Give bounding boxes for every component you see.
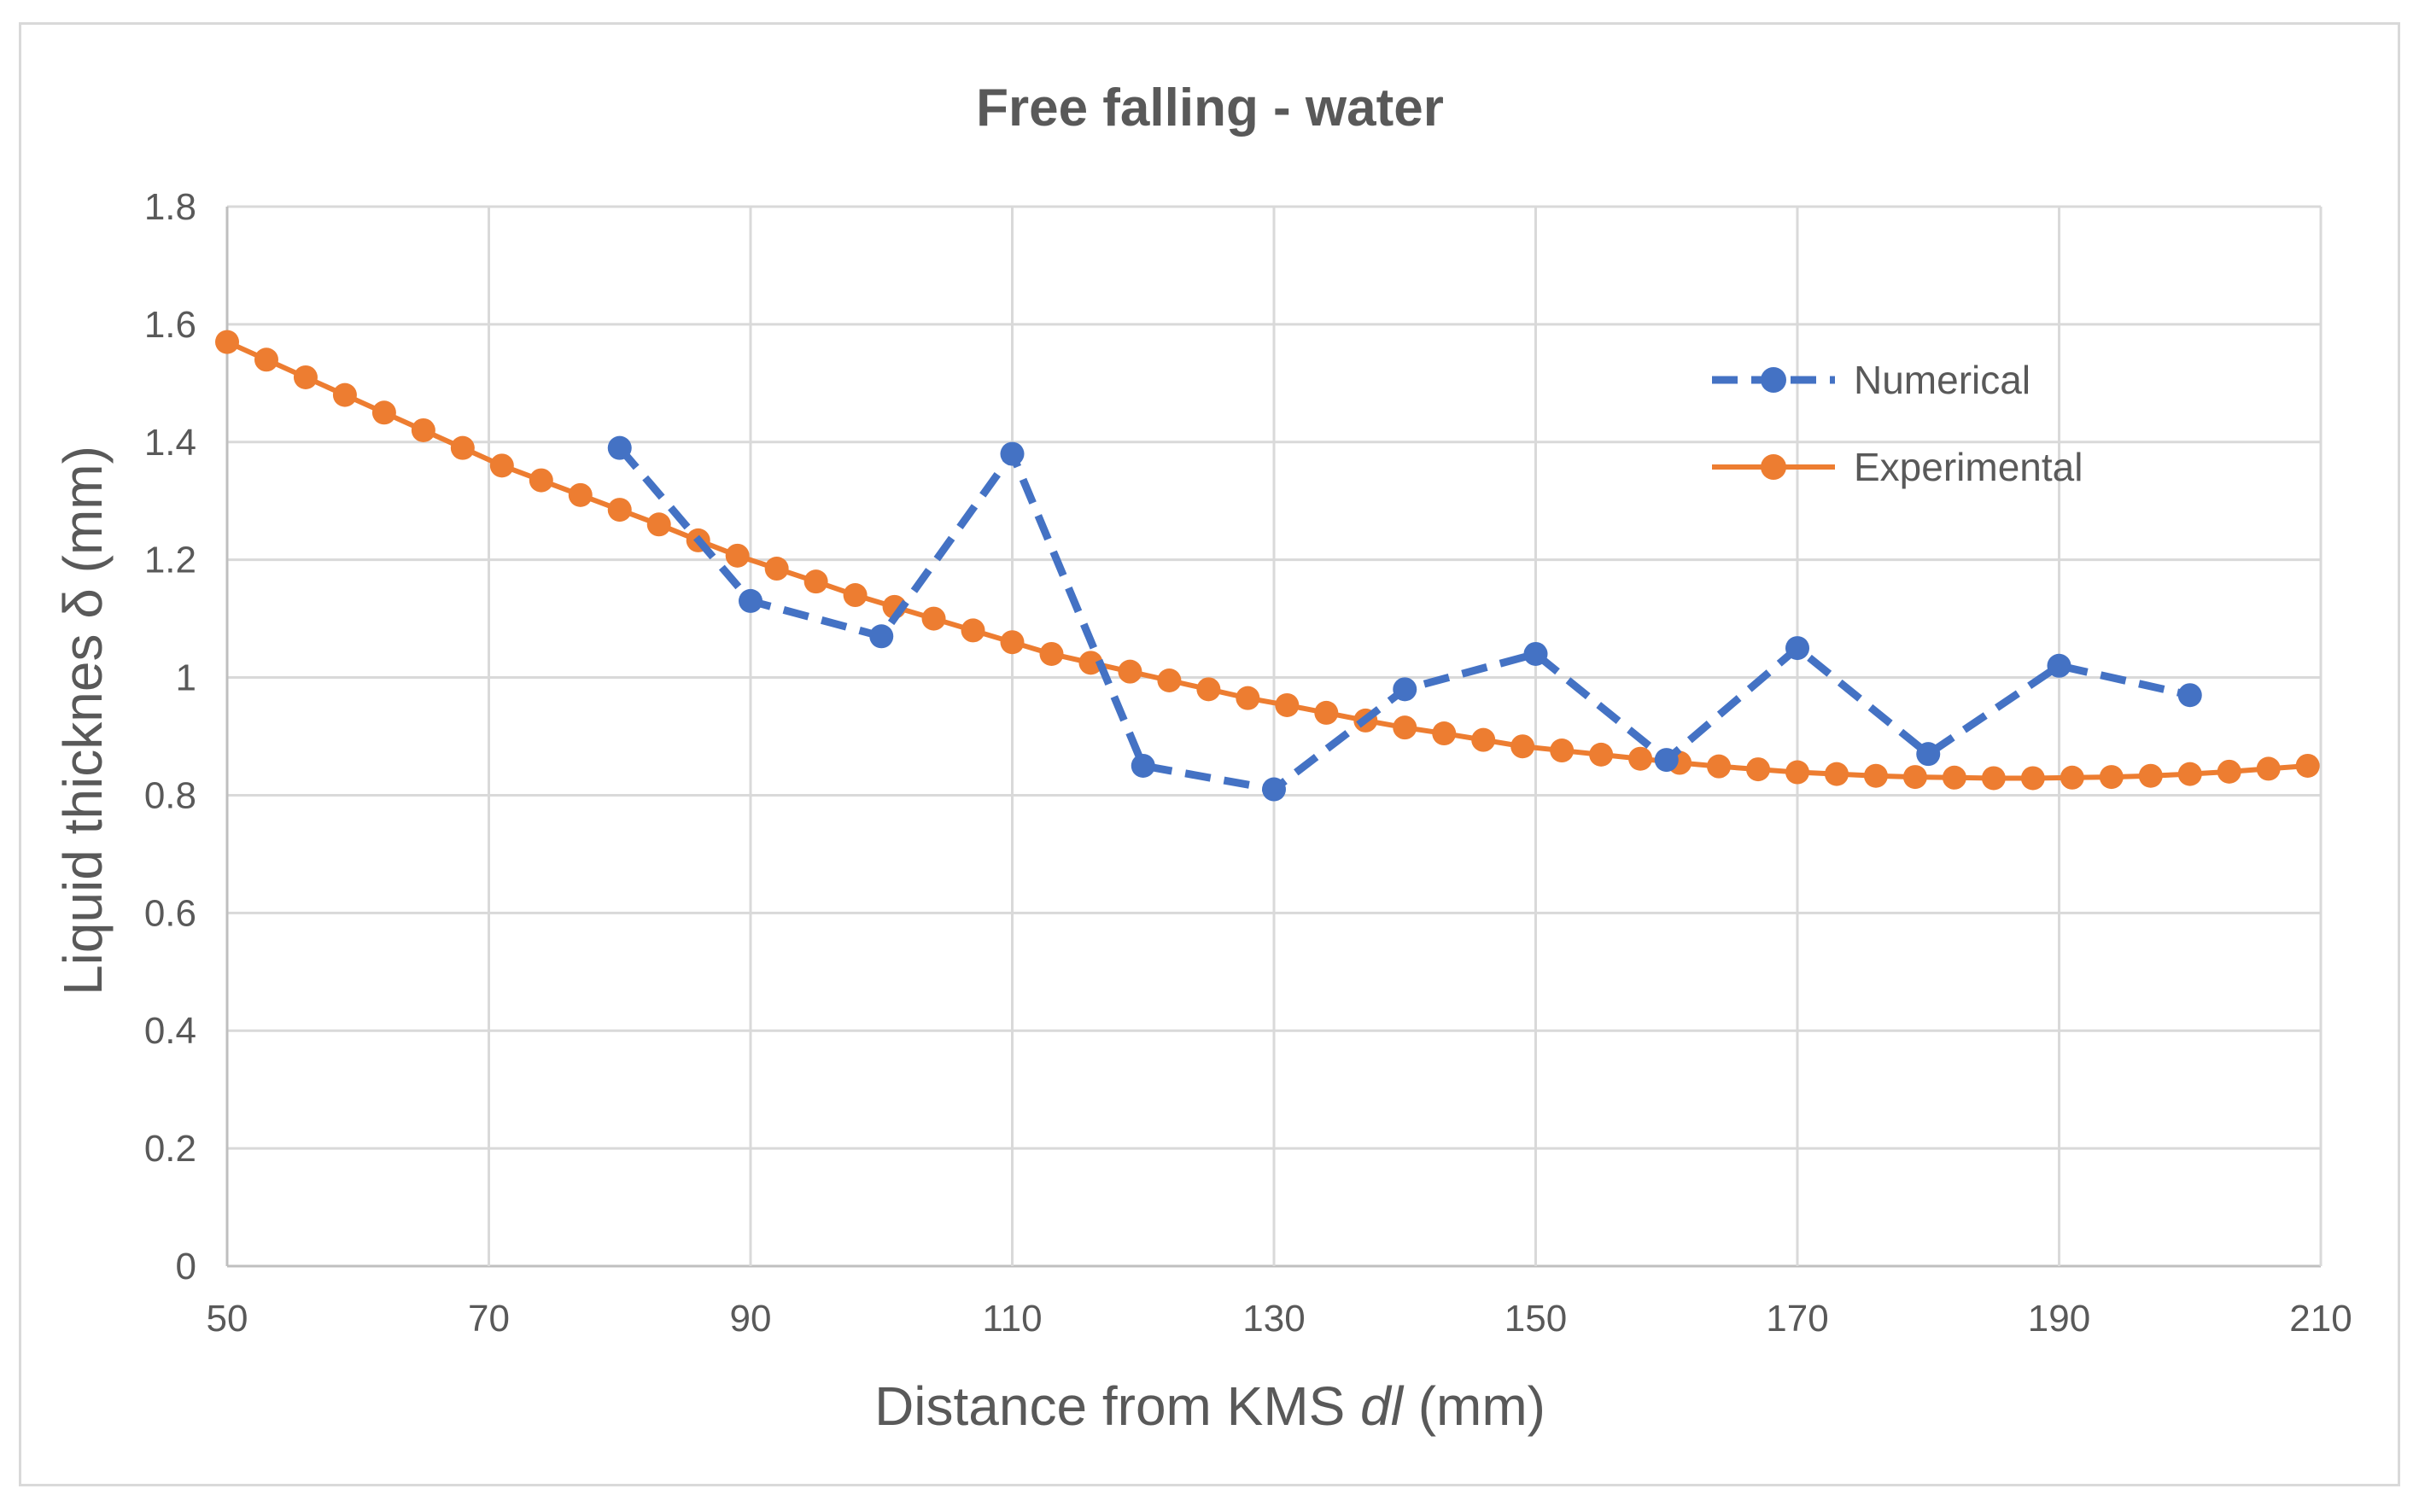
legend-label-experimental: Experimental bbox=[1854, 445, 2083, 489]
y-tick-label: 0.4 bbox=[144, 1010, 196, 1052]
data-point-experimental bbox=[1275, 692, 1300, 717]
data-point-numerical bbox=[869, 624, 894, 649]
data-point-experimental bbox=[2256, 756, 2281, 781]
y-tick-label: 1.4 bbox=[144, 422, 196, 464]
data-point-experimental bbox=[1510, 734, 1535, 759]
x-tick-label: 210 bbox=[2289, 1298, 2352, 1340]
chart-svg: Free falling - water 0 0.2 0.4 0.6 0.8 1 1.2 1.… bbox=[52, 79, 2352, 1437]
data-point-experimental bbox=[1824, 762, 1849, 786]
data-point-experimental bbox=[843, 583, 868, 608]
data-point-experimental bbox=[1471, 727, 1496, 752]
data-point-experimental bbox=[2060, 765, 2084, 790]
data-point-experimental bbox=[1628, 746, 1653, 771]
y-tick-label: 0.6 bbox=[144, 892, 196, 934]
data-point-experimental bbox=[1118, 659, 1142, 684]
data-point-numerical bbox=[1916, 742, 1941, 767]
data-point-experimental bbox=[1039, 641, 1064, 666]
data-point-experimental bbox=[1746, 757, 1771, 782]
data-point-experimental bbox=[725, 543, 750, 568]
data-point-experimental bbox=[1785, 760, 1809, 785]
data-point-experimental bbox=[607, 498, 632, 522]
data-point-experimental bbox=[1863, 763, 1888, 788]
y-tick-label: 0.2 bbox=[144, 1128, 196, 1170]
data-point-experimental bbox=[568, 482, 593, 507]
data-point-experimental bbox=[2099, 765, 2124, 790]
data-point-experimental bbox=[1000, 630, 1025, 655]
data-point-numerical bbox=[1262, 777, 1286, 802]
data-point-numerical bbox=[1000, 441, 1025, 466]
data-point-experimental bbox=[1981, 766, 2006, 791]
data-point-experimental bbox=[1902, 765, 1927, 790]
x-tick-label: 90 bbox=[730, 1298, 772, 1340]
x-tick-label: 50 bbox=[207, 1298, 248, 1340]
x-tick-label: 170 bbox=[1766, 1298, 1828, 1340]
data-point-experimental bbox=[1078, 651, 1103, 675]
data-point-numerical bbox=[1131, 753, 1155, 778]
data-point-experimental bbox=[371, 400, 396, 425]
data-point-experimental bbox=[215, 330, 239, 354]
data-point-experimental bbox=[803, 569, 828, 594]
y-tick-label: 1.8 bbox=[144, 186, 196, 228]
chart-frame: Free falling - water 0 0.2 0.4 0.6 0.8 1 1.2 1.… bbox=[19, 22, 2400, 1486]
data-point-numerical bbox=[739, 588, 763, 613]
data-point-experimental bbox=[254, 347, 278, 372]
x-tick-label: 190 bbox=[2028, 1298, 2090, 1340]
data-point-experimental bbox=[1157, 668, 1182, 693]
x-tick-label: 130 bbox=[1242, 1298, 1305, 1340]
data-point-experimental bbox=[1707, 754, 1732, 779]
data-point-experimental bbox=[1942, 765, 1966, 790]
y-axis-title: Liquid thicknes δ (mm) bbox=[52, 446, 114, 995]
data-point-experimental bbox=[529, 468, 553, 493]
data-point-numerical bbox=[1393, 677, 1417, 702]
data-point-numerical bbox=[1523, 641, 1548, 666]
data-point-numerical bbox=[1654, 748, 1679, 773]
data-point-experimental bbox=[1314, 700, 1339, 725]
data-point-experimental bbox=[2138, 763, 2163, 788]
y-tick-label: 1 bbox=[176, 657, 196, 699]
chart-title: Free falling - water bbox=[976, 79, 1444, 137]
data-point-experimental bbox=[450, 435, 475, 460]
y-tick-label: 1.6 bbox=[144, 304, 196, 346]
data-point-experimental bbox=[489, 453, 514, 478]
data-point-numerical bbox=[1785, 636, 1809, 661]
data-point-experimental bbox=[921, 606, 946, 631]
data-point-experimental bbox=[1393, 715, 1417, 740]
legend-label-numerical: Numerical bbox=[1854, 358, 2030, 402]
data-point-experimental bbox=[332, 382, 357, 407]
data-point-experimental bbox=[1589, 742, 1614, 767]
data-point-experimental bbox=[764, 557, 789, 581]
x-tick-label: 150 bbox=[1505, 1298, 1567, 1340]
data-point-experimental bbox=[961, 618, 985, 643]
data-point-experimental bbox=[1236, 686, 1260, 710]
tick-labels: 0 0.2 0.4 0.6 0.8 1 1.2 1.4 1.6 1.8 50 70 90 110 130 15… bbox=[144, 186, 2352, 1340]
data-point-experimental bbox=[1196, 677, 1221, 702]
legend-marker-experimental bbox=[1761, 454, 1786, 480]
data-point-experimental bbox=[2295, 753, 2320, 778]
data-point-experimental bbox=[646, 512, 671, 537]
legend: Numerical Experimental bbox=[1712, 358, 2083, 489]
legend-marker-numerical bbox=[1761, 367, 1786, 393]
series-layer bbox=[215, 330, 2320, 802]
x-axis-title: Distance from KMS dl (mm) bbox=[874, 1375, 1545, 1437]
data-point-experimental bbox=[293, 365, 318, 389]
data-point-experimental bbox=[1550, 738, 1575, 763]
y-tick-label: 0 bbox=[176, 1246, 196, 1287]
y-tick-label: 1.2 bbox=[144, 540, 196, 581]
x-tick-label: 110 bbox=[982, 1298, 1042, 1340]
data-point-experimental bbox=[2020, 766, 2045, 791]
data-point-experimental bbox=[411, 417, 435, 442]
data-point-numerical bbox=[2177, 683, 2202, 708]
data-point-numerical bbox=[607, 435, 632, 460]
data-point-experimental bbox=[1432, 721, 1457, 746]
x-tick-label: 70 bbox=[468, 1298, 510, 1340]
y-tick-label: 0.8 bbox=[144, 774, 196, 816]
data-point-experimental bbox=[2177, 762, 2202, 786]
data-point-numerical bbox=[2047, 653, 2071, 678]
data-point-experimental bbox=[2217, 759, 2241, 784]
